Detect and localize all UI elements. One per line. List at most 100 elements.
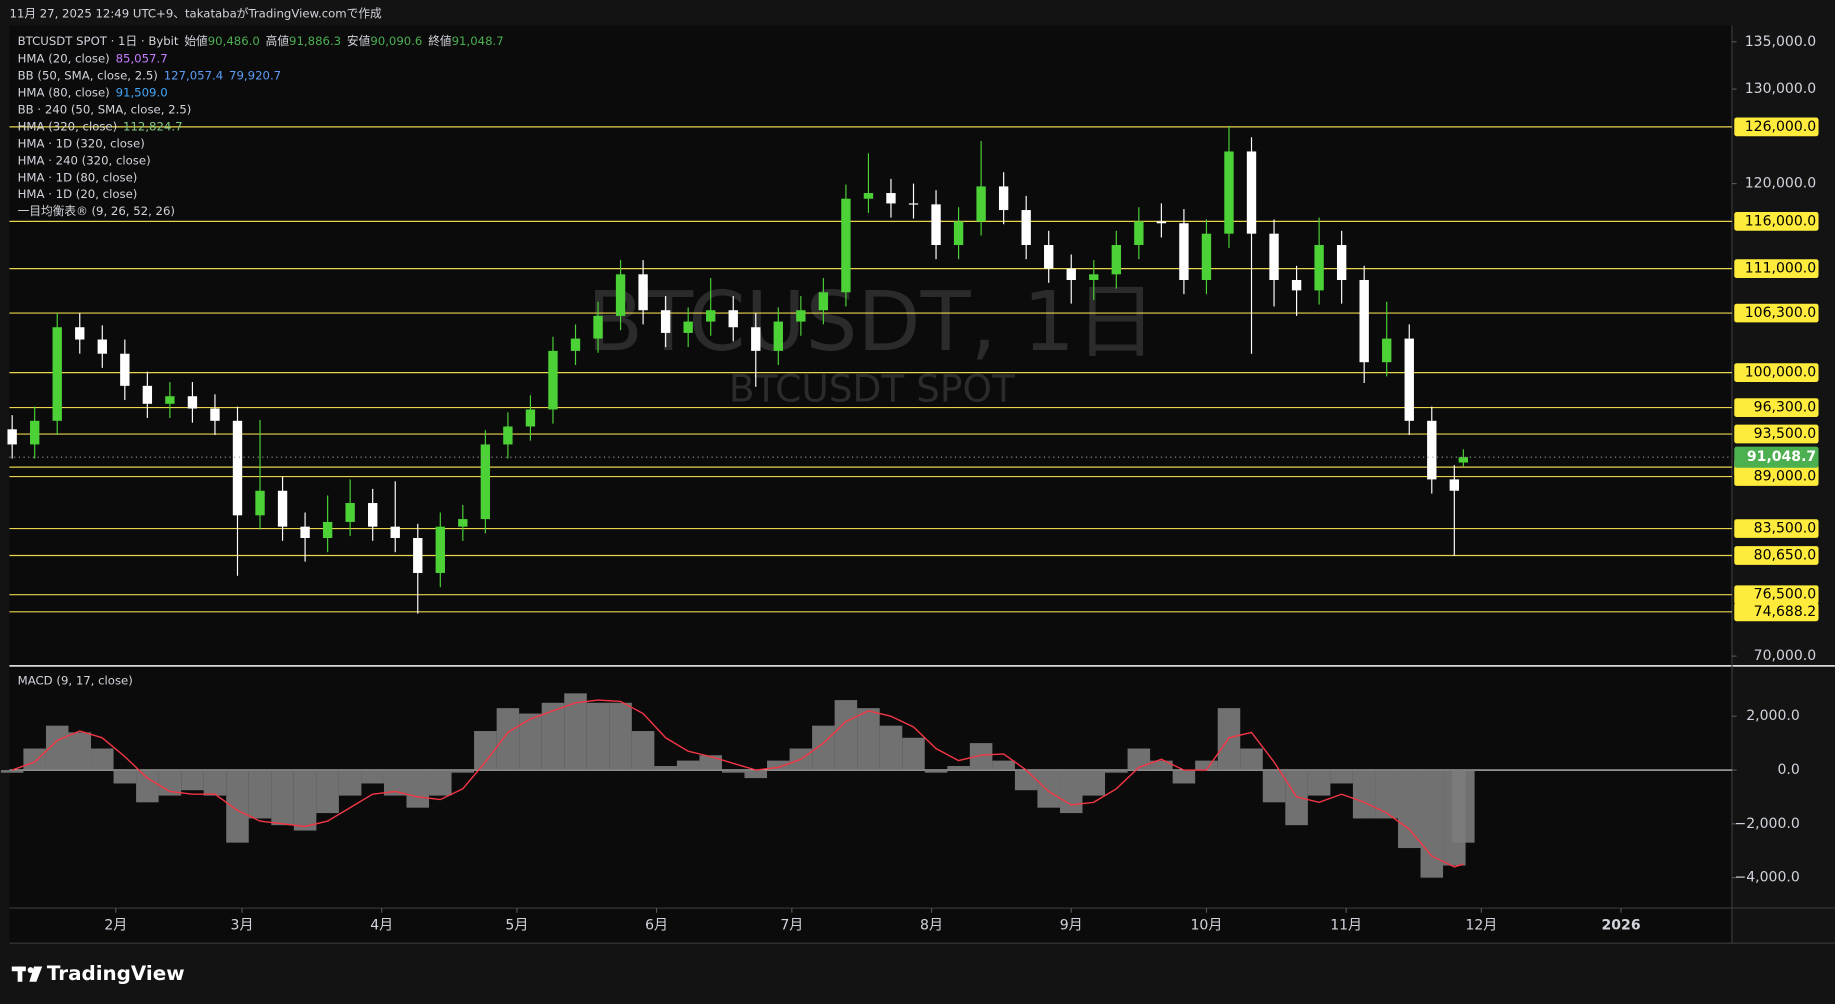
candle-body	[255, 490, 265, 516]
macd-bar	[1307, 770, 1331, 796]
candle-body	[638, 274, 648, 311]
macd-bar	[1217, 708, 1241, 771]
macd-bar	[1285, 770, 1308, 826]
candle-body	[818, 292, 829, 311]
y-tick-label: −4,000.0	[1734, 870, 1799, 886]
level-label-bg	[1734, 585, 1819, 605]
legend-symbol: BTCUSDT SPOT · 1日 · Bybit	[18, 33, 179, 47]
brand-name: TradingView	[47, 962, 185, 985]
candle-body	[931, 204, 941, 246]
x-tick-label: 5月	[505, 918, 528, 934]
legend-indicator: BB · 240 (50, SMA, close, 2.5)	[18, 102, 192, 116]
candle-body	[142, 385, 153, 404]
macd-bar	[676, 760, 700, 771]
logo-part	[27, 967, 34, 973]
legend-indicator: HMA · 240 (320, close)	[18, 153, 151, 167]
candle-body	[1134, 221, 1144, 246]
y-tick-label: 0.0	[1777, 762, 1799, 778]
candle-body	[908, 203, 919, 205]
macd-bar	[0, 770, 24, 773]
x-tick-label: 9月	[1060, 918, 1083, 934]
level-label-bg	[1734, 602, 1819, 622]
logo-part	[17, 966, 23, 982]
level-label-bg	[1734, 519, 1819, 538]
level-label-bg	[1734, 259, 1819, 279]
candle-body	[97, 339, 107, 354]
candle-body	[1449, 479, 1459, 491]
candle-body	[1066, 268, 1076, 280]
candle-body	[886, 193, 896, 204]
candle-body	[458, 519, 468, 527]
level-label-bg	[1734, 398, 1819, 417]
macd-bar	[609, 702, 632, 771]
macd-bar	[902, 737, 925, 771]
level-label: 76,500.0	[1754, 587, 1816, 603]
level-label-bg	[1734, 303, 1819, 323]
candle-body	[322, 521, 333, 539]
candle-body	[548, 350, 558, 410]
level-label: 116,000.0	[1745, 213, 1816, 229]
level-label-bg	[1734, 363, 1819, 382]
legend-indicator: BB (50, SMA, close, 2.5) 127,057.4 79,920.…	[18, 68, 281, 82]
brand-logo: TradingView	[11, 962, 185, 985]
legend-indicator-name: BB (50, SMA, close, 2.5)	[18, 68, 158, 82]
candle-body	[1179, 223, 1189, 280]
level-label: 100,000.0	[1745, 365, 1816, 381]
legend-ohlc-label: 高値	[266, 33, 290, 47]
candle-body	[1044, 245, 1054, 269]
watermark-subtitle: BTCUSDT SPOT	[729, 366, 1015, 410]
candle-body	[841, 198, 851, 293]
legend-indicator-name: HMA (80, close)	[18, 85, 110, 99]
candle-body	[1089, 274, 1099, 280]
macd-bar	[834, 700, 858, 771]
candle-body	[593, 315, 603, 339]
legend-ohlc-label: 終値	[428, 33, 452, 47]
macd-bar	[248, 770, 272, 819]
candle-body	[7, 429, 17, 445]
candle-body	[165, 396, 175, 404]
macd-bar	[519, 713, 542, 771]
macd-bar	[1452, 770, 1475, 843]
legend-indicator-name: 一目均衡表® (9, 26, 52, 26)	[18, 204, 175, 218]
candle-body	[1427, 420, 1437, 480]
legend-indicator: HMA (20, close) 85,057.7	[18, 51, 168, 65]
macd-bar	[654, 765, 677, 771]
candle-body	[1458, 457, 1469, 463]
macd-bar	[924, 770, 948, 773]
candle-body	[187, 396, 198, 409]
level-label: 111,000.0	[1745, 261, 1816, 277]
level-label: 106,300.0	[1745, 305, 1816, 321]
macd-bar	[361, 770, 384, 784]
candle-body	[75, 327, 85, 340]
candle-body	[796, 310, 806, 322]
legend-indicator-name: HMA · 1D (320, close)	[18, 136, 145, 150]
legend-ohlc-label: 始値	[184, 33, 208, 47]
macd-bar	[338, 770, 362, 796]
candle-body	[863, 193, 874, 199]
header-text: 11月 27, 2025 12:49 UTC+9、takatabaがTradin…	[9, 7, 382, 21]
legend-indicator: HMA · 1D (80, close)	[18, 170, 138, 184]
candle-body	[1336, 245, 1347, 280]
candle-body	[232, 420, 243, 516]
macd-bar	[1014, 770, 1038, 791]
x-tick-label: 8月	[920, 918, 943, 934]
candle-body	[1269, 233, 1279, 280]
macd-bar	[857, 708, 880, 771]
x-tick-label: 3月	[231, 918, 254, 934]
macd-bar	[1397, 770, 1421, 849]
legend-indicator: HMA · 1D (320, close)	[18, 136, 145, 150]
candle-body	[976, 186, 986, 222]
candle-body	[751, 327, 761, 351]
y-tick-label: 120,000.0	[1745, 176, 1816, 192]
legend-indicator-value: 112,824.7	[123, 119, 182, 133]
level-label-bg	[1734, 424, 1819, 444]
legend-ohlc-value: 91,886.3	[289, 33, 341, 47]
legend-ohlc-value: 90,486.0	[208, 33, 260, 47]
x-tick-label: 2月	[104, 918, 127, 934]
macd-bar	[1352, 770, 1376, 819]
macd-bar	[699, 755, 722, 771]
candle-body	[30, 420, 40, 445]
candle-body	[570, 338, 581, 351]
